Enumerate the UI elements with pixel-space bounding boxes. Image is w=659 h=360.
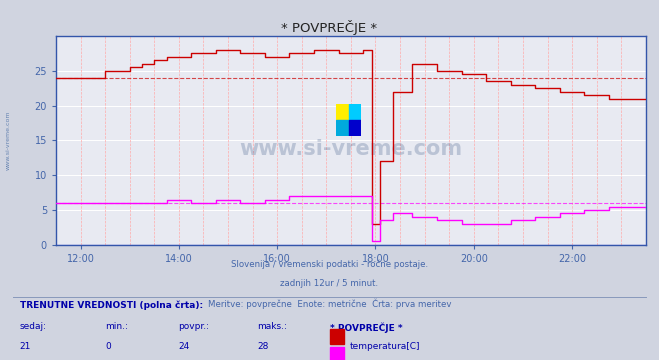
Text: maks.:: maks.: [257,322,287,331]
Text: Slovenija / vremenski podatki - ročne postaje.: Slovenija / vremenski podatki - ročne po… [231,259,428,269]
Text: zadnjih 12ur / 5 minut.: zadnjih 12ur / 5 minut. [281,279,378,288]
Text: temperatura[C]: temperatura[C] [349,342,420,351]
Text: * POVPREČJE *: * POVPREČJE * [281,20,378,35]
Text: povpr.:: povpr.: [178,322,209,331]
Text: www.si-vreme.com: www.si-vreme.com [239,139,463,159]
Text: 28: 28 [257,342,268,351]
Text: 24: 24 [178,342,189,351]
Text: 21: 21 [20,342,31,351]
Bar [336,104,349,120]
Text: 0: 0 [105,342,111,351]
Bar [349,104,361,120]
Text: www.si-vreme.com: www.si-vreme.com [5,111,11,170]
Text: Meritve: povprečne  Enote: metrične  Črta: prva meritev: Meritve: povprečne Enote: metrične Črta:… [208,299,451,309]
Text: TRENUTNE VREDNOSTI (polna črta):: TRENUTNE VREDNOSTI (polna črta): [20,301,203,310]
Text: sedaj:: sedaj: [20,322,47,331]
Bar [349,120,361,136]
Text: * POVPREČJE *: * POVPREČJE * [330,322,402,333]
Bar [336,120,349,136]
Text: min.:: min.: [105,322,129,331]
